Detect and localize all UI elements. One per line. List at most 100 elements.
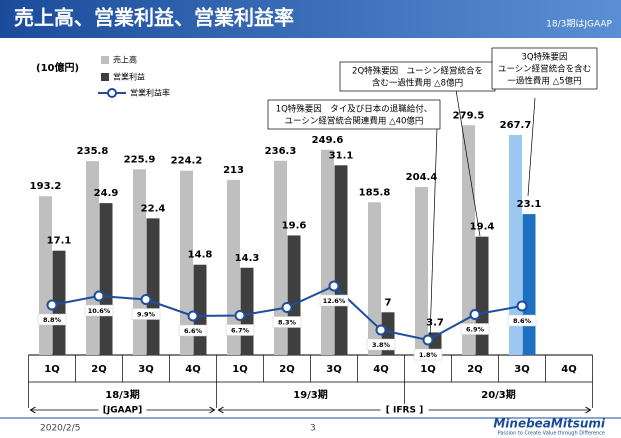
margin-label-bg <box>178 324 208 337</box>
sales-bar <box>39 196 52 355</box>
annotation-box <box>339 61 496 92</box>
margin-marker <box>187 310 199 322</box>
sales-label: 213 <box>223 165 244 176</box>
margin-marker <box>93 290 105 302</box>
sales-bar <box>368 202 381 355</box>
margin-label-bg <box>319 294 349 307</box>
annotation-text: ユーシン経営統合を含む <box>498 64 591 75</box>
margin-label: 6.7% <box>231 327 250 335</box>
profit-label: 19.6 <box>282 220 307 231</box>
profit-bar <box>146 218 160 355</box>
legend-swatch <box>101 73 109 81</box>
date: 2020/2/5 <box>40 424 80 434</box>
x-tick-label: 3Q <box>514 364 529 375</box>
annotation-text: 含む一過性費用 △8億円 <box>372 78 463 89</box>
margin-label: 12.6% <box>323 297 346 305</box>
margin-marker <box>469 309 481 320</box>
profit-label: 23.1 <box>517 199 542 210</box>
sales-label: 193.2 <box>30 181 62 192</box>
margin-label-bg <box>507 314 537 327</box>
profit-bar <box>287 235 301 355</box>
profit-bar <box>334 165 348 355</box>
sales-label: 267.7 <box>500 120 532 131</box>
title: 売上高、営業利益、営業利益率 <box>14 6 294 30</box>
legend-label: 売上高 <box>113 55 137 65</box>
annotation-box <box>267 99 441 130</box>
margin-marker <box>46 299 58 311</box>
sales-label: 249.6 <box>312 135 344 146</box>
sales-label: 279.5 <box>453 110 485 121</box>
standard-label: [ IFRS ] <box>386 406 423 416</box>
margin-label: 6.6% <box>184 327 203 335</box>
label-bg <box>380 404 429 416</box>
sales-label: 225.9 <box>124 154 156 165</box>
margin-label: 8.8% <box>43 316 62 324</box>
margin-label: 8.3% <box>278 319 297 327</box>
x-tick-label: 2Q <box>279 364 294 375</box>
profit-label: 7 <box>385 297 392 308</box>
leader-line <box>455 89 481 237</box>
annotation-text: 2Q特殊要因 ユーシン経営統合を <box>352 66 483 77</box>
sales-label: 235.8 <box>77 146 109 157</box>
annotation-text: ユーシン経営統合関連費用 △40億円 <box>285 116 424 127</box>
margin-label: 10.6% <box>88 307 111 315</box>
profit-label: 14.8 <box>188 250 213 261</box>
arrow-head <box>585 406 592 414</box>
profit-bar <box>99 203 113 355</box>
unit: (10億円) <box>36 61 79 74</box>
margin-label-bg <box>460 323 490 335</box>
x-tick-label: 3Q <box>138 364 153 375</box>
x-tick-label: 4Q <box>185 364 200 375</box>
profit-label: 14.3 <box>235 253 260 264</box>
profit-label: 3.7 <box>426 317 444 328</box>
arrow-head <box>209 406 216 414</box>
margin-marker <box>234 310 246 321</box>
margin-label: 6.9% <box>466 326 485 334</box>
arrow-head <box>217 406 224 414</box>
margin-label-bg <box>366 338 396 351</box>
leader-line <box>429 127 438 339</box>
period-label: 19/3期 <box>293 388 328 401</box>
x-tick-label: 2Q <box>91 364 106 375</box>
sales-bar <box>415 186 428 355</box>
annotation-text: 1Q特殊要因 タイ及び日本の退職給付、 <box>276 104 433 115</box>
margin-label-bg <box>131 308 161 320</box>
leader-line <box>527 97 536 197</box>
profit-bar <box>522 214 536 355</box>
legend-label: 営業利益 <box>113 72 145 82</box>
margin-marker <box>140 294 152 305</box>
annotation-text: 一過性費用 △5億円 <box>507 76 581 87</box>
margin-label: 9.9% <box>137 311 156 319</box>
page-number: 3 <box>310 424 316 434</box>
label-bg <box>98 404 147 416</box>
legend-swatch <box>101 56 109 64</box>
margin-label: 1.8% <box>419 351 438 359</box>
arrow-head <box>29 406 36 414</box>
x-tick-label: 4Q <box>373 364 388 375</box>
margin-marker <box>375 324 387 336</box>
title-bar <box>0 0 621 38</box>
margin-label: 3.8% <box>372 341 391 349</box>
sales-bar <box>509 134 522 355</box>
x-tick-label: 1Q <box>420 364 435 375</box>
legend-label: 営業利益率 <box>130 88 170 98</box>
sales-label: 236.3 <box>265 146 297 157</box>
legend-marker <box>107 88 117 98</box>
margin-marker <box>281 302 293 313</box>
x-tick-label: 4Q <box>561 364 576 375</box>
margin-label-bg <box>413 348 443 361</box>
x-tick-label: 3Q <box>326 364 341 375</box>
sales-label: 185.8 <box>359 187 391 198</box>
annotation-box <box>491 47 598 90</box>
margin-label-bg <box>84 304 114 317</box>
period-label: 20/3期 <box>481 388 516 401</box>
profit-label: 17.1 <box>47 236 72 247</box>
x-tick-label: 1Q <box>232 364 247 375</box>
standard-label: [JGAAP] <box>103 406 143 416</box>
sales-bar <box>180 170 193 355</box>
profit-label: 19.4 <box>470 222 495 233</box>
margin-label-bg <box>272 316 302 328</box>
annotation-text: 3Q特殊要因 <box>521 52 567 63</box>
